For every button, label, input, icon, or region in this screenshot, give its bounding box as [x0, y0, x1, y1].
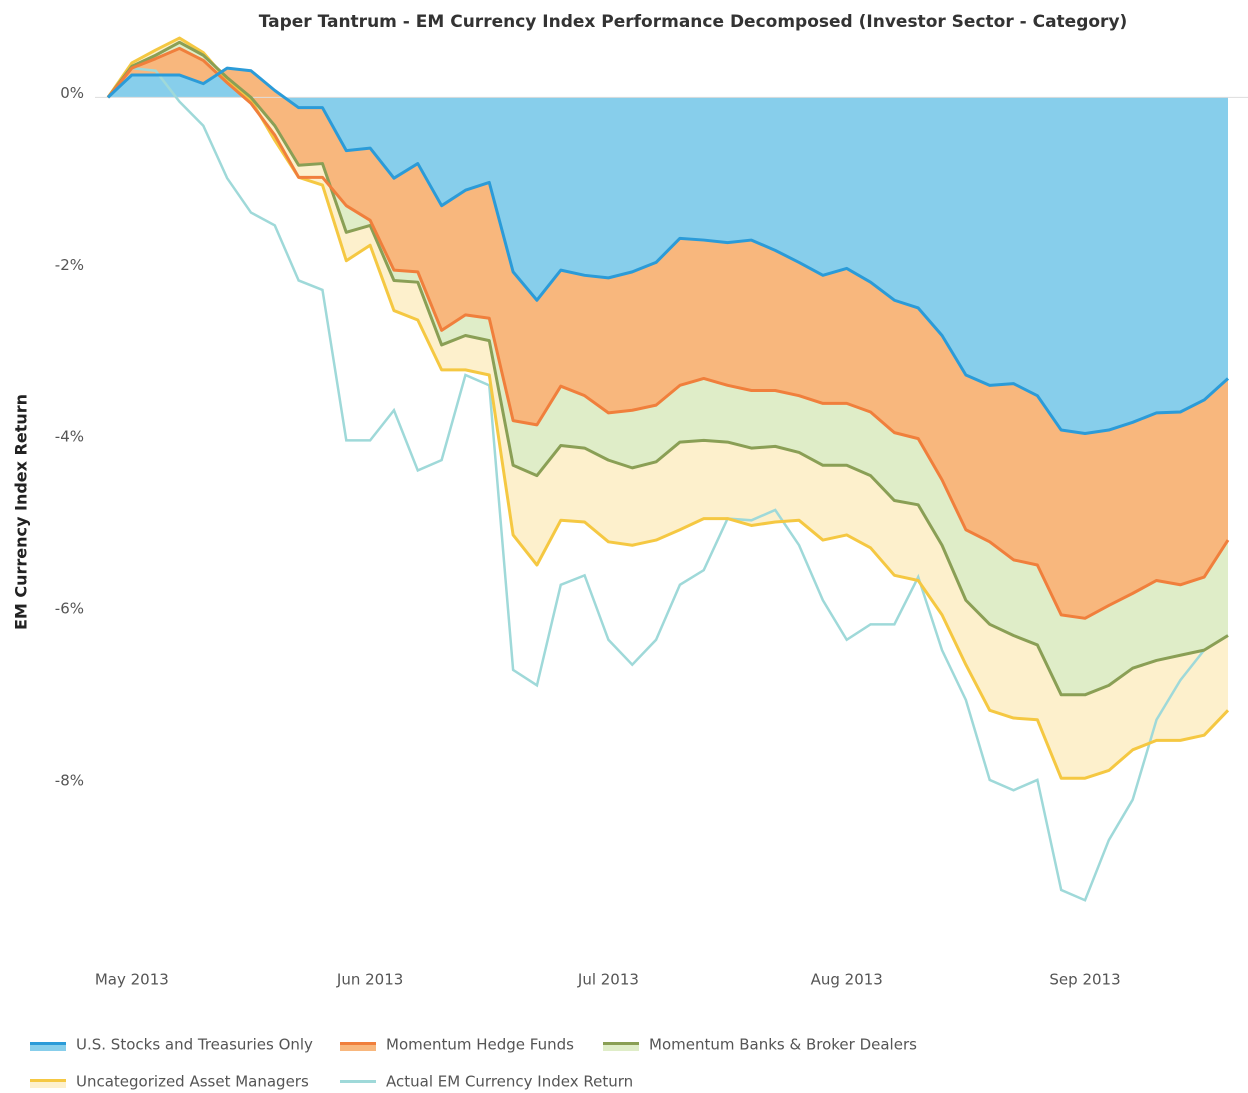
y-tick-label: -6%	[55, 600, 84, 618]
x-tick-label: May 2013	[95, 971, 169, 989]
legend-swatch	[340, 1080, 376, 1083]
y-tick-label: -4%	[55, 428, 84, 446]
legend-label: Actual EM Currency Index Return	[386, 1073, 633, 1091]
legend-swatch-fill	[603, 1044, 639, 1051]
legend-swatch	[603, 1042, 639, 1045]
line	[106, 66, 1230, 435]
area-fill	[108, 48, 1228, 619]
legend: U.S. Stocks and Treasuries Only Momentum …	[30, 1036, 917, 1091]
line	[106, 46, 1230, 620]
area-fill	[108, 42, 1228, 695]
line	[107, 66, 1229, 902]
y-tick-label: -2%	[55, 256, 84, 274]
y-tick-label: -8%	[55, 772, 84, 790]
y-axis-label: EM Currency Index Return	[12, 394, 31, 630]
area-fill	[108, 38, 1228, 779]
legend-swatch	[30, 1042, 66, 1045]
legend-swatch-fill	[30, 1044, 66, 1051]
legend-swatch	[340, 1042, 376, 1045]
legend-swatch	[30, 1079, 66, 1082]
area-fill	[108, 68, 1228, 434]
legend-label: Momentum Hedge Funds	[386, 1036, 574, 1054]
line	[106, 40, 1229, 697]
legend-label: Momentum Banks & Broker Dealers	[649, 1036, 917, 1054]
y-tick-label: 0%	[60, 84, 84, 102]
x-tick-label: Aug 2013	[811, 971, 883, 989]
plot-area: 0% -2% -4% -6% -8% May 2013 Jun 2013 Jul 2013 Au…	[55, 36, 1248, 989]
x-tick-label: Jun 2013	[336, 971, 403, 989]
legend-label: Uncategorized Asset Managers	[76, 1073, 309, 1091]
legend-swatch-fill	[30, 1081, 66, 1088]
chart-title: Taper Tantrum - EM Currency Index Perfor…	[259, 12, 1128, 32]
legend-swatch-fill	[340, 1044, 376, 1051]
legend-label: U.S. Stocks and Treasuries Only	[76, 1036, 313, 1054]
x-tick-label: Jul 2013	[577, 971, 639, 989]
x-tick-label: Sep 2013	[1049, 971, 1120, 989]
